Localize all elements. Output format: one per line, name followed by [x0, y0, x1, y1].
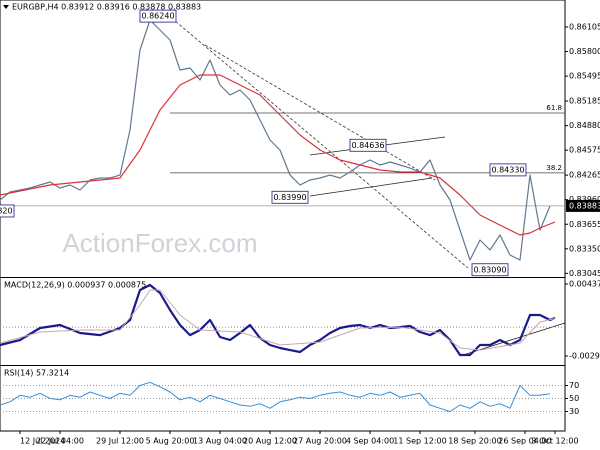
trendlines	[167, 14, 469, 269]
price-label-box	[139, 9, 177, 23]
y-tick-label: 0.85800	[569, 47, 600, 56]
x-tick-label: 18 Sep 20:00	[448, 437, 501, 446]
y-tick-label: -0.002922	[569, 352, 600, 361]
price-label-box	[349, 138, 387, 152]
y-tick-label: 0.85495	[569, 72, 600, 81]
fib-label: 61.8	[546, 104, 562, 112]
y-tick-label: 0.84265	[569, 171, 600, 180]
y-tick-label: 0.83655	[569, 220, 600, 229]
x-tick-label: 29 Jul 12:00	[96, 437, 144, 446]
x-tick-label: 26 Sep 04:00	[498, 437, 551, 446]
price-label: 0.83990	[273, 193, 306, 202]
price-label-box	[489, 163, 527, 177]
panel-title: MACD(12,26,9) 0.000937 0.000875	[4, 281, 146, 290]
trendline	[204, 44, 436, 181]
series-line	[0, 381, 551, 412]
y-tick-label: 0.86105	[569, 22, 600, 31]
price-label: 0.84636	[351, 141, 384, 150]
fib-label: 38.2	[546, 164, 562, 172]
plot-frame	[0, 0, 566, 432]
trendline	[167, 14, 469, 269]
price-label: 0.84330	[491, 165, 524, 174]
y-tick-label: 70	[569, 381, 579, 390]
price-label-box	[471, 263, 509, 277]
y-tick-label: 0.85185	[569, 97, 600, 106]
x-tick-label: 20 Aug 12:00	[243, 437, 297, 446]
title-marker	[3, 5, 9, 9]
series-line	[0, 283, 556, 357]
x-tick-label: 22 Jul 04:00	[36, 437, 84, 446]
series-line	[0, 19, 551, 261]
series-line	[0, 74, 556, 236]
last-price-label: 0.83883	[569, 201, 600, 210]
panel-title: EURGBP,H4 0.83912 0.83916 0.83878 0.8388…	[12, 3, 201, 12]
x-tick-label: 4 Sep 04:00	[346, 437, 394, 446]
price-label-box	[271, 190, 309, 204]
x-tick-label: 27 Aug 20:00	[293, 437, 347, 446]
trendline	[459, 322, 566, 357]
y-tick-label: 0.84575	[569, 146, 600, 155]
x-tick-label: 12 Jul 2024	[20, 437, 65, 446]
x-tick-label: 11 Sep 12:00	[393, 437, 446, 446]
last-price-box	[566, 199, 600, 212]
series-line	[0, 289, 556, 351]
watermark: ActionForex.com	[62, 228, 257, 258]
y-tick-label: 0.84880	[569, 121, 600, 130]
x-tick-label: 5 Aug 20:00	[146, 437, 195, 446]
y-tick-label: 0.83350	[569, 244, 600, 253]
x-tick-label: 13 Aug 04:00	[193, 437, 247, 446]
y-tick-label: 30	[569, 407, 579, 416]
y-tick-label: 50	[569, 394, 579, 403]
panel-title: RSI(14) 57.3214	[4, 369, 69, 378]
trendline	[309, 177, 433, 197]
y-tick-label: 0.83045	[569, 269, 600, 278]
price-label: 0.86240	[141, 12, 174, 21]
y-tick-label: 0.83960	[569, 195, 600, 204]
price-label-box	[0, 204, 15, 218]
price-label: 0.83820	[0, 206, 13, 215]
y-tick-label: 0.00437	[569, 280, 600, 289]
price-label: 0.83090	[473, 265, 506, 274]
x-tick-label: 3 Oct 12:00	[531, 437, 578, 446]
